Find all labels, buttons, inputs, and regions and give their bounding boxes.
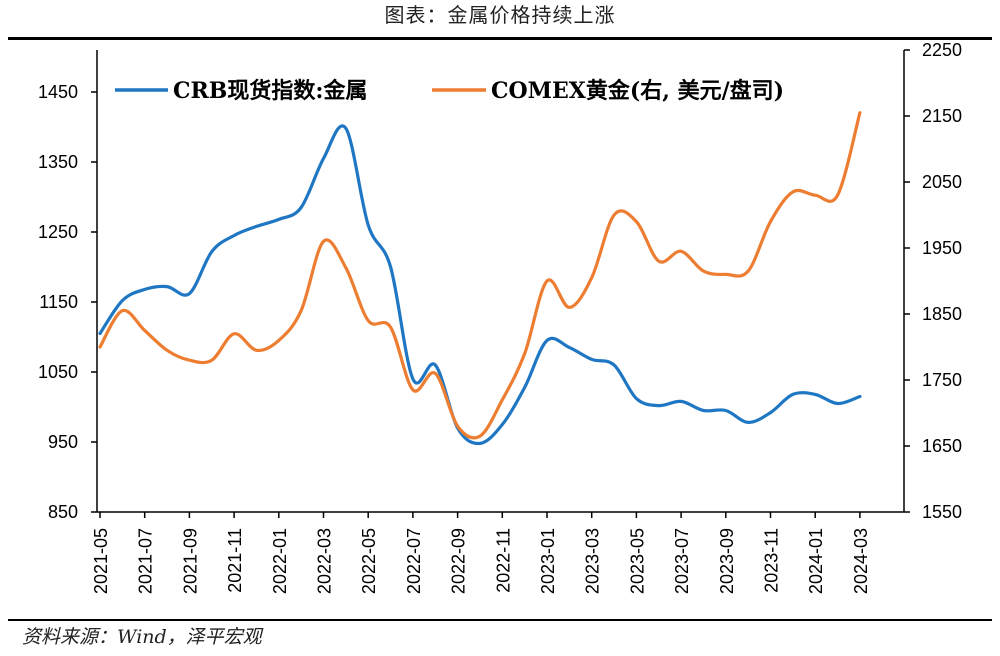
source-note: 资料来源：Wind，泽平宏观 [22, 626, 262, 648]
y-right-tick-label: 2050 [922, 172, 962, 192]
y-right-tick-label: 2150 [922, 106, 962, 126]
x-tick-label: 2022-05 [359, 528, 379, 594]
legend-label-crb: CRB现货指数:金属 [173, 78, 368, 104]
y-right-tick-label: 1550 [922, 502, 962, 522]
x-tick-label: 2022-11 [493, 528, 513, 593]
y-right-tick-label: 1750 [922, 370, 962, 390]
y-left-tick-label: 1250 [38, 222, 78, 242]
x-tick-label: 2022-03 [315, 528, 335, 594]
dual-axis-line-chart: 850 950 1050 1150 1250 1350 1450 1550 1650 1750 18… [38, 40, 962, 594]
y-left-tick-label: 850 [48, 502, 78, 522]
figure-title: 图表：金属价格持续上涨 [384, 3, 616, 27]
y-left-tick-label: 1450 [38, 82, 78, 102]
y-right-tick-label: 1950 [922, 238, 962, 258]
x-tick-label: 2022-07 [404, 528, 424, 594]
series-lines [98, 111, 862, 446]
crb-metals-line [98, 124, 862, 446]
top-rule [8, 37, 992, 40]
legend-label-gold: COMEX黄金(右, 美元/盘司) [491, 78, 784, 104]
y-left-tick-label: 1050 [38, 362, 78, 382]
axes-group: 850 950 1050 1150 1250 1350 1450 1550 1650 1750 18… [38, 40, 962, 594]
x-tick-label: 2024-03 [851, 528, 871, 594]
x-tick-label: 2021-11 [225, 528, 245, 593]
x-tick-label: 2021-07 [136, 528, 156, 594]
x-tick-label: 2021-09 [180, 528, 200, 594]
x-tick-label: 2023-07 [672, 528, 692, 594]
x-tick-label: 2023-11 [762, 528, 782, 593]
x-tick-label: 2023-03 [583, 528, 603, 594]
x-tick-label: 2023-09 [717, 528, 737, 594]
y-right-tick-label: 1850 [922, 304, 962, 324]
y-right-tick-label: 2250 [922, 40, 962, 60]
x-tick-label: 2021-05 [91, 528, 111, 594]
legend: CRB现货指数:金属 COMEX黄金(右, 美元/盘司) [115, 78, 784, 104]
x-tick-label: 2022-09 [449, 528, 469, 594]
y-left-tick-label: 1150 [39, 292, 78, 312]
y-left-tick-label: 1350 [38, 152, 78, 172]
x-tick-label: 2023-01 [538, 528, 558, 594]
x-tick-label: 2023-05 [627, 528, 647, 594]
comex-gold-line [98, 111, 862, 440]
x-tick-label: 2022-01 [270, 528, 290, 594]
y-right-tick-label: 1650 [922, 436, 962, 456]
bottom-rule [8, 619, 992, 621]
x-tick-label: 2024-01 [806, 528, 826, 594]
y-left-tick-label: 950 [48, 432, 78, 452]
